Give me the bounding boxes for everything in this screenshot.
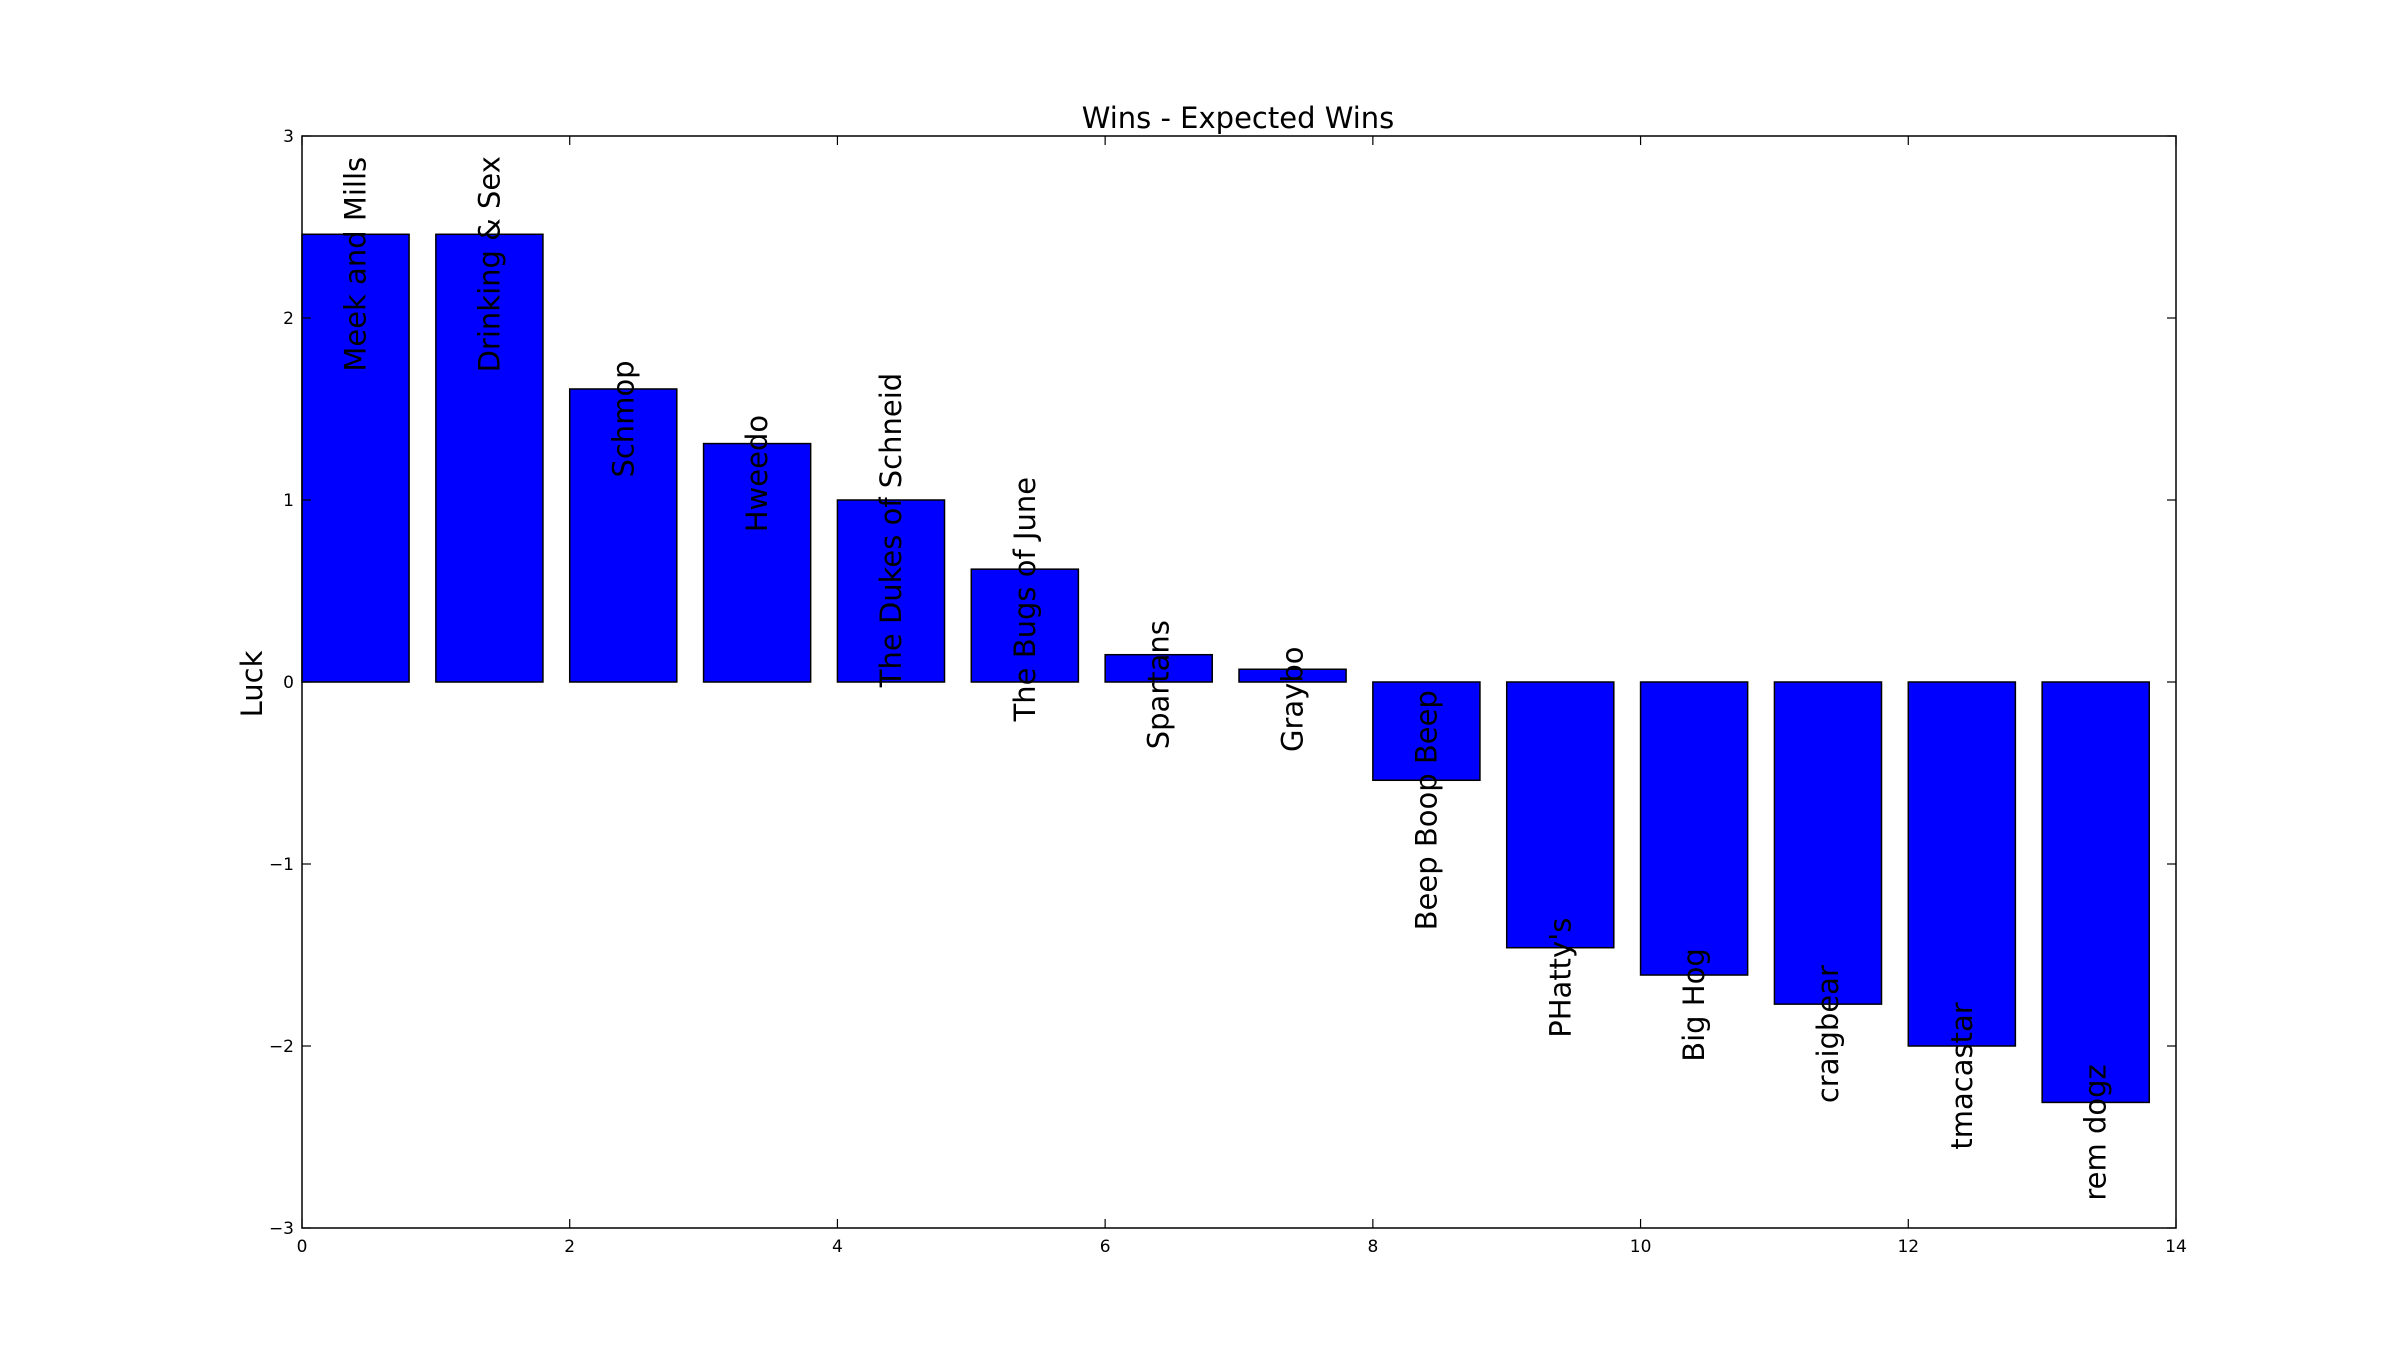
x-tick-label: 12 [1897,1237,1919,1257]
bar-graybo [1238,668,1347,683]
bar-label-rem-dogz: rem dogz [2079,1064,2113,1200]
bars-group [301,233,2150,1104]
bar-rem-dogz [2041,681,2150,1104]
bar-label-big-hog: Big Hog [1677,948,1711,1062]
bar-schmop [568,388,678,683]
bar-label-tmacastar: tmacastar [1945,1002,1979,1149]
y-tick-label: −2 [269,1037,294,1057]
plot-frame [301,135,2177,1229]
y-tick-label: 3 [283,127,294,147]
y-axis-label: Luck [235,650,269,717]
bar-beep-boop-beep [1372,681,1481,782]
bar-the-bugs-of-june [970,568,1080,683]
bar-label-schmop: Schmop [606,360,640,477]
x-tick-label: 14 [2165,1237,2187,1257]
bar-label-hweedo: Hweedo [740,415,774,532]
chart-title: Wins - Expected Wins [1082,101,1395,135]
bar-label-spartans: Spartans [1142,620,1176,749]
x-tick-label: 2 [564,1237,575,1257]
x-tick-label: 10 [1630,1237,1652,1257]
bar-hweedo [702,442,812,683]
bar-label-beep-boop-beep: Beep Boop Beep [1409,690,1443,930]
x-tick-label: 8 [1367,1237,1378,1257]
bar-big-hog [1639,681,1749,976]
bar-drinking-sex [435,233,544,683]
bar-label-drinking-sex: Drinking & Sex [472,156,506,372]
x-tick-label: 4 [832,1237,843,1257]
bar-the-dukes-of-schneid [836,499,946,683]
y-tick-label: 0 [283,673,294,693]
y-tick-label: 1 [283,491,294,511]
bar-labels-group: Meek and Mills Drinking & Sex Schmop Hweedo… [339,156,2113,1200]
bar-spartans [1104,653,1213,683]
bar-phatty-s [1505,681,1615,949]
bar-label-phatty-s: PHatty's [1543,918,1577,1038]
bar-tmacastar [1907,681,2017,1047]
y-tick-label: −3 [269,1219,294,1239]
bar-label-graybo: Graybo [1276,647,1310,752]
bar-label-meek-and-mills: Meek and Mills [339,157,373,372]
x-tick-label: 6 [1100,1237,1111,1257]
bar-label-the-dukes-of-schneid: The Dukes of Schneid [874,373,908,688]
bar-meek-and-mills [301,233,410,683]
bar-label-craigbear: craigbear [1811,965,1845,1103]
bar-label-the-bugs-of-june: The Bugs of June [1008,477,1042,723]
y-tick-label: 2 [283,309,294,329]
x-tick-label: 0 [297,1237,308,1257]
bar-craigbear [1773,681,1883,1005]
y-tick-label: −1 [269,855,294,875]
